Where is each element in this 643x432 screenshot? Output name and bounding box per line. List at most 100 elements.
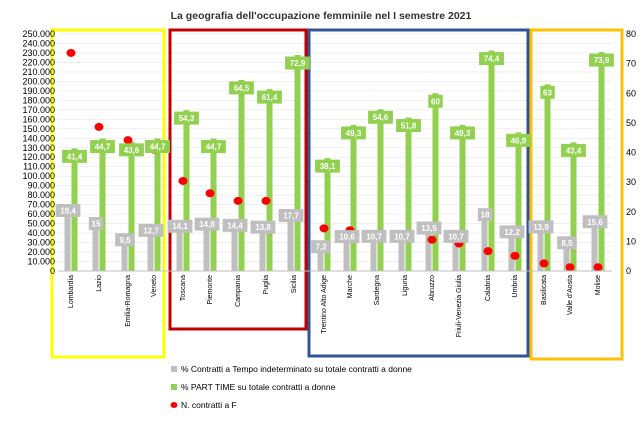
group-box-trentino-alto-adige (307, 28, 530, 358)
bar-contratti-basilicata (537, 229, 544, 271)
bar-contratti-sicilia (287, 218, 294, 271)
label-part-time-umbria-bg (506, 133, 531, 147)
label-contratti-basilicata: 13,9 (533, 223, 549, 232)
y-left-tick: 230.000 (22, 48, 55, 58)
label-part-time-abruzzo-bg (428, 94, 443, 108)
group-boxes (50, 28, 624, 361)
label-contratti-trentino-alto-adige: 7,2 (315, 243, 327, 252)
y-right-tick: 80 (626, 29, 636, 39)
label-part-time-emilia-romagna: 43,6 (124, 146, 140, 155)
label-contratti-marche-bg (334, 230, 360, 244)
category-label-emilia-romagna: Emilia-Romagna (125, 275, 132, 327)
category-label-campania: Campania (235, 275, 242, 307)
y-left-tick: 90.000 (27, 181, 55, 191)
label-part-time-veneto: 44,7 (150, 143, 166, 152)
label-part-time-friuli-venezia-giulia: 49,3 (455, 129, 471, 138)
point-n-contratti-lazio (94, 122, 104, 131)
bar-part-time-friuli-venezia-giulia (459, 124, 466, 271)
y-right-tick: 30 (626, 177, 636, 187)
label-part-time-toscana-bg (174, 111, 199, 125)
label-part-time-lazio: 44,7 (95, 143, 111, 152)
label-part-time-sardegna-bg (368, 110, 393, 124)
legend-label-part-time: % PART TIME su totale contratti a donne (181, 382, 336, 392)
legend: % Contratti a Tempo indeterminato su tot… (170, 364, 412, 410)
category-label-molise: Molise (595, 275, 602, 295)
y-left-tick: 100.000 (22, 171, 55, 181)
point-n-contratti-abruzzo (427, 235, 437, 244)
point-n-contratti-toscana (178, 176, 188, 185)
bar-part-time-molise (598, 52, 605, 271)
y-left-tick: 80.000 (27, 190, 55, 200)
category-label-lazio: Lazio (96, 275, 103, 292)
point-n-contratti-umbria (510, 251, 520, 260)
y-right-tick: 60 (626, 88, 636, 98)
label-contratti-emilia-romagna: 9,5 (119, 236, 131, 245)
bar-part-time-basilicata (544, 84, 551, 271)
legend-marker-n-contratti (170, 402, 178, 408)
category-label-sardegna: Sardegna (374, 275, 381, 305)
y-left-tick: 70.000 (27, 200, 55, 210)
bar-part-time-liguria (405, 117, 412, 271)
y-left-tick: 10.000 (27, 257, 55, 267)
label-contratti-liguria-bg (389, 229, 415, 243)
category-label-umbria: Umbria (512, 275, 519, 298)
point-n-contratti-trentino-alto-adige (319, 224, 329, 233)
label-contratti-calabria: 18 (481, 211, 490, 220)
category-label-basilicata: Basilicata (541, 275, 548, 305)
bar-part-time-piemonte (210, 138, 217, 271)
point-n-contratti-basilicata (539, 259, 549, 268)
y-left-tick: 120.000 (22, 152, 55, 162)
bar-part-time-lazio (99, 138, 106, 271)
y-left-tick: 180.000 (22, 95, 55, 105)
label-contratti-sardegna-bg (361, 229, 387, 243)
label-contratti-basilicata-bg (528, 220, 554, 234)
legend-label-contratti-indeterminato: % Contratti a Tempo indeterminato su tot… (181, 364, 412, 374)
y-left-tick: 60.000 (27, 209, 55, 219)
point-n-contratti-lombardia (66, 48, 76, 57)
bar-contratti-calabria (481, 217, 488, 271)
label-part-time-sicilia-bg (285, 56, 310, 70)
label-part-time-lombardia: 41,4 (67, 152, 83, 161)
label-part-time-liguria-bg (396, 119, 421, 133)
bar-part-time-trentino-alto-adige (324, 158, 331, 271)
label-part-time-veneto-bg (145, 140, 170, 154)
label-contratti-calabria-bg (477, 208, 493, 222)
category-label-lombardia: Lombardia (68, 275, 75, 308)
category-label-liguria: Liguria (402, 275, 409, 296)
bar-part-time-sardegna (377, 109, 384, 271)
point-n-contratti-molise (593, 263, 603, 272)
category-label-puglia: Puglia (263, 275, 270, 295)
label-part-time-liguria: 51,8 (401, 122, 417, 131)
label-contratti-friuli-venezia-giulia: 10,7 (448, 232, 464, 241)
label-part-time-campania-bg (229, 81, 254, 95)
label-contratti-molise-bg (582, 215, 608, 229)
bar-contratti-marche (343, 239, 350, 271)
label-contratti-friuli-venezia-giulia-bg (443, 229, 469, 243)
label-contratti-umbria: 12,2 (504, 228, 520, 237)
y-left-tick: 110.000 (23, 162, 55, 172)
y-left-tick: 160.000 (22, 114, 55, 124)
label-contratti-sardegna: 10,7 (366, 232, 382, 241)
y-right-tick: 0 (626, 266, 631, 276)
label-contratti-puglia-bg (250, 220, 276, 234)
bar-part-time-veneto (154, 138, 161, 271)
label-contratti-lazio-bg (88, 217, 104, 231)
group-box-lombardia (50, 28, 166, 359)
y-left-tick: 220.000 (22, 57, 55, 67)
label-contratti-abruzzo: 13,5 (421, 224, 437, 233)
label-part-time-abruzzo: 60 (431, 97, 440, 106)
y-left-tick: 130.000 (22, 143, 55, 153)
label-part-time-piemonte: 44,7 (206, 143, 222, 152)
bar-contratti-puglia (259, 230, 266, 271)
label-contratti-marche: 10,6 (339, 233, 355, 242)
label-part-time-puglia-bg (257, 90, 282, 104)
label-part-time-calabria-bg (479, 52, 504, 66)
bar-contratti-lombardia (64, 213, 71, 271)
bar-part-time-abruzzo (432, 93, 439, 271)
y-right-tick: 50 (626, 118, 636, 128)
bar-contratti-toscana (176, 229, 183, 271)
bar-part-time-umbria (515, 132, 522, 271)
category-label-valle-d-aosta: Valle d'Aosta (567, 275, 574, 315)
label-contratti-liguria: 10,7 (394, 232, 410, 241)
